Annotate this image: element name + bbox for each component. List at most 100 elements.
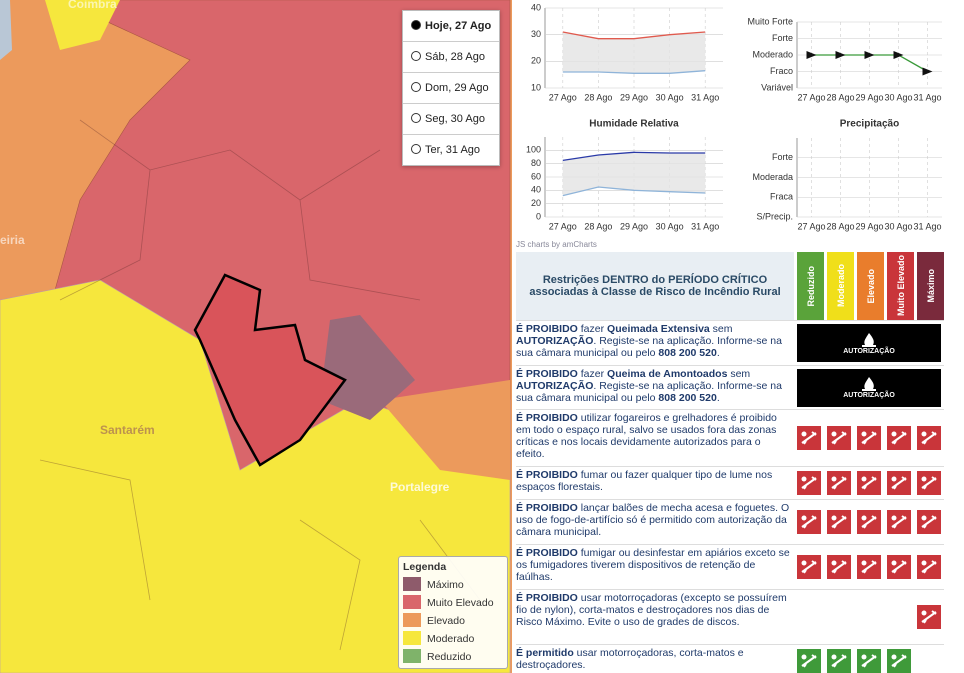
wind-arrow bbox=[922, 67, 933, 76]
table-row: É PROIBIDO fumigar ou desinfestar em api… bbox=[516, 544, 944, 589]
day-option[interactable]: Hoje, 27 Ago bbox=[403, 11, 499, 42]
restriction-icon bbox=[827, 426, 851, 450]
y-tick-label: 30 bbox=[531, 29, 541, 39]
column-label: Máximo bbox=[925, 269, 936, 303]
header-title: Restrições DENTRO do PERÍODO CRÍTICO ass… bbox=[516, 252, 794, 320]
text-segment: É PROIBIDO bbox=[516, 469, 578, 481]
map-label: Portalegre bbox=[390, 480, 450, 494]
column-header: Muito Elevado bbox=[887, 252, 914, 320]
restriction-icon bbox=[857, 555, 881, 579]
authorization-banner: AUTORIZAÇÃO bbox=[797, 368, 941, 407]
icon-cell bbox=[917, 649, 944, 673]
y-tick-label: 40 bbox=[531, 185, 541, 195]
day-option[interactable]: Sáb, 28 Ago bbox=[403, 42, 499, 73]
row-icons bbox=[794, 592, 944, 642]
wind-arrow bbox=[806, 51, 817, 59]
restriction-icon bbox=[827, 555, 851, 579]
text-segment: sem bbox=[709, 323, 733, 335]
restriction-icon bbox=[827, 510, 851, 534]
legend-item: Muito Elevado bbox=[403, 594, 503, 612]
icon-cell bbox=[917, 426, 944, 450]
wind-arrow bbox=[835, 51, 846, 59]
legend-item: Elevado bbox=[403, 612, 503, 630]
restriction-icon bbox=[857, 648, 881, 673]
restriction-icon bbox=[857, 426, 881, 450]
selected-region[interactable] bbox=[193, 273, 347, 467]
text-segment: fumar ou fazer qualquer tipo de lume nos… bbox=[516, 469, 773, 493]
chart-title: Humidade Relativa bbox=[589, 119, 679, 130]
text-segment: utilizar fogareiros e grelhadores é proi… bbox=[516, 412, 777, 460]
borders bbox=[39, 119, 481, 651]
y-tick-label: 40 bbox=[531, 2, 541, 12]
day-label: Seg, 30 Ago bbox=[425, 113, 485, 125]
credit[interactable]: JS charts by amCharts bbox=[516, 240, 597, 249]
series-line bbox=[562, 70, 706, 74]
text-segment: É permitido bbox=[516, 647, 574, 659]
column-label: Moderado bbox=[835, 264, 846, 308]
x-tick-label: 28 Ago bbox=[826, 221, 854, 231]
icon-cell bbox=[857, 648, 884, 673]
icon-cell bbox=[797, 648, 824, 673]
day-option[interactable]: Ter, 31 Ago bbox=[403, 135, 499, 165]
row-icons bbox=[794, 647, 944, 673]
y-tick-label: Forte bbox=[772, 33, 793, 43]
icon-cell bbox=[827, 510, 854, 534]
text-segment: fumigar ou desinfestar em apiários excet… bbox=[516, 547, 790, 583]
row-icons bbox=[794, 547, 944, 587]
legend-label: Moderado bbox=[427, 633, 475, 645]
x-tick-label: 28 Ago bbox=[584, 92, 612, 102]
row-text: É permitido usar motorroçadoras, corta-m… bbox=[516, 647, 794, 673]
icon-cell bbox=[797, 555, 824, 579]
text-segment: É PROIBIDO bbox=[516, 368, 578, 380]
icon-cell bbox=[917, 510, 944, 534]
y-tick-label: Fraco bbox=[770, 66, 793, 76]
table-row: É PROIBIDO fazer Queima de Amontoados se… bbox=[516, 365, 944, 409]
x-tick-label: 27 Ago bbox=[549, 92, 577, 102]
row-icons bbox=[794, 469, 944, 497]
text-segment: lançar balões de mecha acesa e foguetes.… bbox=[516, 502, 790, 538]
map-label: eiria bbox=[0, 233, 25, 247]
y-tick-label: Forte bbox=[772, 152, 793, 162]
icon-cell bbox=[887, 605, 914, 629]
radio bbox=[411, 51, 421, 61]
legend-label: Reduzido bbox=[427, 651, 472, 663]
y-tick-label: 0 bbox=[536, 211, 541, 221]
icon-cell bbox=[887, 426, 914, 450]
day-option[interactable]: Seg, 30 Ago bbox=[403, 104, 499, 135]
text-segment: É PROIBIDO bbox=[516, 323, 578, 335]
sea bbox=[0, 0, 12, 60]
column-label: Elevado bbox=[865, 268, 876, 304]
fire-icon bbox=[862, 377, 876, 391]
restriction-icon bbox=[797, 471, 821, 495]
legend-swatch bbox=[403, 613, 421, 627]
y-tick-label: Muito Forte bbox=[747, 16, 793, 26]
table-row: É PROIBIDO utilizar fogareiros e grelhad… bbox=[516, 409, 944, 466]
radio bbox=[411, 144, 421, 154]
icon-cell bbox=[797, 426, 824, 450]
legend-swatch bbox=[403, 631, 421, 645]
text-segment: fazer bbox=[577, 323, 608, 335]
day-option[interactable]: Dom, 29 Ago bbox=[403, 73, 499, 104]
x-tick-label: 30 Ago bbox=[656, 92, 684, 102]
table-row: É PROIBIDO fumar ou fazer qualquer tipo … bbox=[516, 466, 944, 499]
restriction-icon bbox=[797, 648, 821, 673]
x-tick-label: 27 Ago bbox=[797, 92, 825, 102]
restriction-icon bbox=[857, 510, 881, 534]
x-tick-label: 29 Ago bbox=[855, 221, 883, 231]
icon-cell bbox=[827, 555, 854, 579]
map-label: Santarém bbox=[100, 423, 155, 437]
icon-cell bbox=[797, 510, 824, 534]
legend-swatch bbox=[403, 649, 421, 663]
x-tick-label: 27 Ago bbox=[797, 221, 825, 231]
icon-cell bbox=[887, 648, 914, 673]
x-tick-label: 29 Ago bbox=[620, 221, 648, 231]
legend-label: Muito Elevado bbox=[427, 597, 494, 609]
text-segment: É PROIBIDO bbox=[516, 502, 578, 514]
restriction-icon bbox=[887, 426, 911, 450]
icon-cell bbox=[917, 605, 944, 629]
legend-swatch bbox=[403, 595, 421, 609]
text-segment: Queima de Amontoados bbox=[607, 368, 728, 380]
day-label: Sáb, 28 Ago bbox=[425, 51, 485, 63]
banner-label: AUTORIZAÇÃO bbox=[843, 347, 895, 355]
